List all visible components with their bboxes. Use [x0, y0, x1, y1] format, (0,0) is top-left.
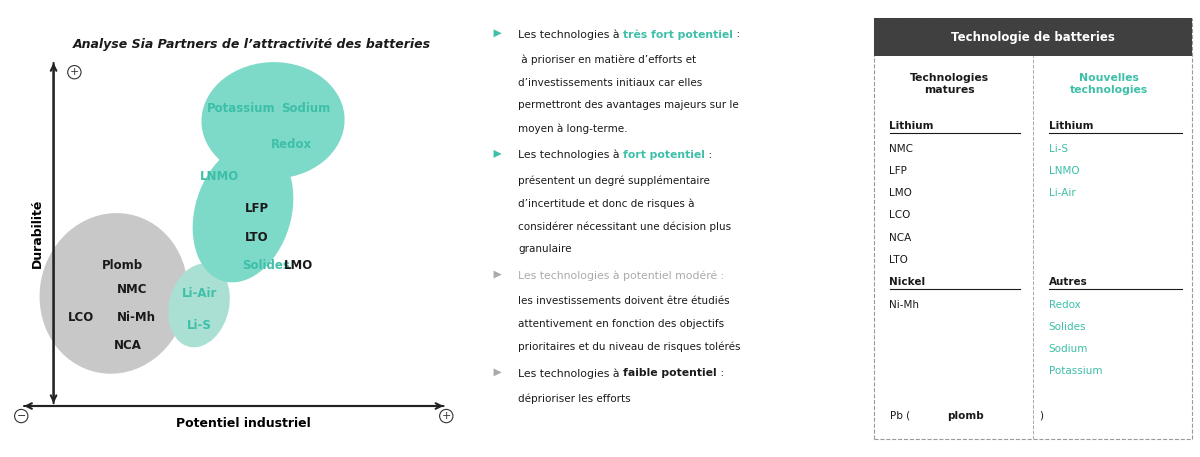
- Bar: [874, 18, 1192, 56]
- Text: permettront des avantages majeurs sur le: permettront des avantages majeurs sur le: [518, 101, 739, 111]
- Text: considérer nécessitant une décision plus: considérer nécessitant une décision plus: [518, 221, 731, 232]
- Text: Solides: Solides: [1049, 322, 1086, 332]
- Text: −: −: [17, 411, 26, 421]
- Text: Lithium: Lithium: [889, 121, 934, 131]
- Text: potentiel modéré: potentiel modéré: [623, 271, 718, 281]
- Text: Li-Air: Li-Air: [181, 287, 217, 300]
- Text: déprioriser les efforts: déprioriser les efforts: [518, 394, 631, 404]
- Text: fort potentiel: fort potentiel: [623, 150, 706, 160]
- Text: Ni-Mh: Ni-Mh: [889, 299, 919, 309]
- Polygon shape: [493, 29, 502, 37]
- Text: moyen à long-terme.: moyen à long-terme.: [518, 123, 628, 134]
- Text: Les technologies à: Les technologies à: [518, 368, 623, 379]
- Text: Plomb: Plomb: [102, 259, 144, 272]
- Text: Technologie de batteries: Technologie de batteries: [950, 31, 1115, 44]
- Text: :: :: [718, 271, 725, 281]
- Polygon shape: [493, 150, 502, 158]
- Text: Durabilité: Durabilité: [31, 198, 44, 268]
- Text: Solides: Solides: [242, 259, 290, 272]
- Text: à prioriser en matière d’efforts et: à prioriser en matière d’efforts et: [518, 55, 696, 65]
- Text: LFP: LFP: [889, 166, 907, 176]
- Text: Ni-Mh: Ni-Mh: [118, 311, 156, 324]
- Text: Nickel: Nickel: [889, 277, 925, 287]
- Polygon shape: [493, 271, 502, 278]
- Text: ): ): [1039, 411, 1043, 421]
- Text: Sodium: Sodium: [1049, 344, 1088, 354]
- Text: Redox: Redox: [1049, 299, 1080, 309]
- Text: LTO: LTO: [245, 231, 269, 244]
- Text: Technologies
matures: Technologies matures: [911, 73, 990, 95]
- Text: +: +: [70, 67, 79, 77]
- Text: NCA: NCA: [889, 233, 912, 243]
- Text: LMO: LMO: [889, 188, 912, 198]
- Text: Li-Air: Li-Air: [1049, 188, 1075, 198]
- Text: Autres: Autres: [1049, 277, 1087, 287]
- Text: LNMO: LNMO: [200, 170, 240, 183]
- Text: attentivement en fonction des objectifs: attentivement en fonction des objectifs: [518, 319, 725, 329]
- Text: LTO: LTO: [889, 255, 908, 265]
- Text: :: :: [733, 29, 740, 39]
- Text: présentent un degré supplémentaire: présentent un degré supplémentaire: [518, 175, 710, 186]
- Text: Potassium: Potassium: [1049, 367, 1102, 377]
- Text: :: :: [706, 150, 712, 160]
- Ellipse shape: [202, 62, 344, 179]
- Ellipse shape: [40, 213, 187, 374]
- Text: Les technologies à: Les technologies à: [518, 271, 623, 281]
- Text: LCO: LCO: [889, 210, 911, 220]
- Text: Potassium: Potassium: [206, 102, 275, 115]
- Text: très fort potentiel: très fort potentiel: [623, 29, 733, 40]
- Text: LFP: LFP: [245, 202, 269, 215]
- Text: LNMO: LNMO: [1049, 166, 1079, 176]
- Text: d’incertitude et donc de risques à: d’incertitude et donc de risques à: [518, 198, 695, 209]
- Text: Analyse Sia Partners de l’attractivité des batteries: Analyse Sia Partners de l’attractivité d…: [73, 38, 431, 51]
- Text: Lithium: Lithium: [1049, 121, 1093, 131]
- Text: Li-S: Li-S: [1049, 143, 1068, 154]
- Text: LMO: LMO: [284, 259, 313, 272]
- Ellipse shape: [193, 143, 293, 282]
- Text: les investissements doivent être étudiés: les investissements doivent être étudiés: [518, 296, 730, 306]
- Text: faible potentiel: faible potentiel: [623, 368, 716, 378]
- Text: granulaire: granulaire: [518, 244, 571, 254]
- Ellipse shape: [168, 264, 230, 347]
- Text: :: :: [716, 368, 724, 378]
- Text: Li-S: Li-S: [187, 319, 211, 332]
- Text: NCA: NCA: [114, 339, 142, 352]
- Text: Redox: Redox: [271, 138, 312, 151]
- Text: Les technologies à: Les technologies à: [518, 29, 623, 40]
- Text: Les technologies à: Les technologies à: [518, 150, 623, 160]
- Text: Pb (: Pb (: [889, 411, 910, 421]
- Text: +: +: [442, 411, 451, 421]
- Text: Sodium: Sodium: [281, 102, 330, 115]
- Text: NMC: NMC: [889, 143, 913, 154]
- Text: d’investissements initiaux car elles: d’investissements initiaux car elles: [518, 78, 702, 88]
- Text: LCO: LCO: [68, 311, 95, 324]
- Text: prioritaires et du niveau de risques tolérés: prioritaires et du niveau de risques tol…: [518, 342, 740, 352]
- Text: NMC: NMC: [116, 283, 148, 296]
- Text: plomb: plomb: [947, 411, 984, 421]
- Text: Potentiel industriel: Potentiel industriel: [175, 417, 311, 430]
- Polygon shape: [493, 368, 502, 377]
- Text: Nouvelles
technologies: Nouvelles technologies: [1069, 73, 1148, 95]
